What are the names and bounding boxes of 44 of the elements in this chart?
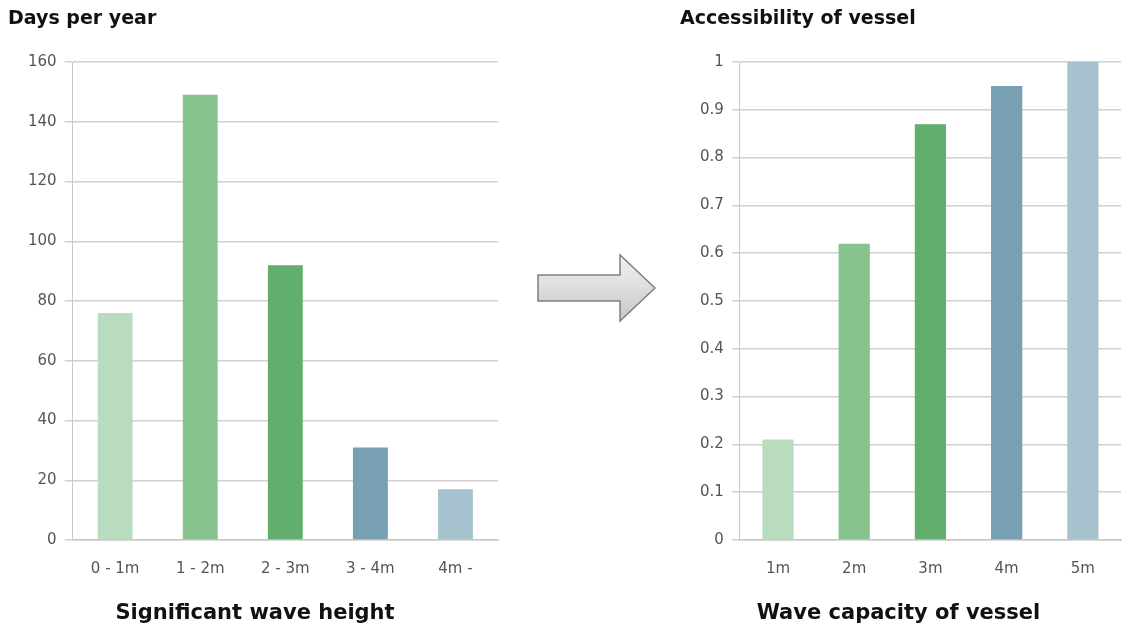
x-tick-label: 5m	[1070, 558, 1095, 577]
x-tick-label: 1m	[765, 558, 791, 577]
x-tick-label: 3 - 4m	[346, 558, 395, 577]
y-tick-label: 140	[27, 111, 57, 130]
bar	[991, 85, 1023, 540]
y-tick-label: 40	[37, 410, 57, 429]
y-tick-label: 160	[27, 51, 57, 70]
y-tick-label: 0	[47, 529, 57, 548]
bar	[1067, 62, 1099, 540]
x-axis-title: Wave capacity of vessel	[755, 600, 1042, 624]
bar	[352, 447, 388, 540]
y-axis-title: Accessibility of vessel	[680, 6, 916, 28]
y-tick-label: 1	[714, 51, 724, 70]
x-tick-label: 2 - 3m	[260, 558, 310, 577]
y-tick-label: 0.1	[700, 482, 724, 501]
y-tick-label: 0	[714, 529, 724, 548]
y-tick-label: 0.2	[700, 434, 724, 453]
y-tick-label: 0.4	[700, 338, 724, 357]
y-tick-label: 0.7	[700, 195, 724, 214]
y-tick-label: 0.6	[700, 243, 724, 262]
bar	[97, 312, 133, 540]
y-tick-label: 100	[27, 231, 57, 250]
y-tick-label: 0.3	[700, 386, 724, 405]
x-axis-title: Significant wave height	[114, 600, 396, 624]
x-tick-label: 3m	[918, 558, 943, 577]
x-tick-label: 0 - 1m	[90, 558, 140, 577]
y-tick-label: 60	[37, 350, 57, 369]
bar	[838, 243, 870, 540]
x-tick-label: 2m	[842, 558, 867, 577]
bar	[914, 124, 947, 540]
y-tick-label: 0.9	[700, 99, 724, 118]
x-tick-label: 4m -	[438, 558, 473, 577]
bar	[182, 94, 218, 540]
y-tick-label: 80	[37, 290, 57, 309]
y-axis-title: Days per year	[8, 6, 157, 28]
y-tick-label: 120	[27, 171, 57, 190]
bar	[438, 489, 473, 540]
bar	[267, 265, 303, 540]
x-tick-label: 1 - 2m	[175, 558, 225, 577]
y-tick-label: 0.8	[700, 147, 724, 166]
y-tick-label: 0.5	[700, 290, 724, 309]
y-tick-label: 20	[37, 470, 57, 489]
bar	[762, 439, 794, 540]
x-tick-label: 4m	[994, 558, 1019, 577]
